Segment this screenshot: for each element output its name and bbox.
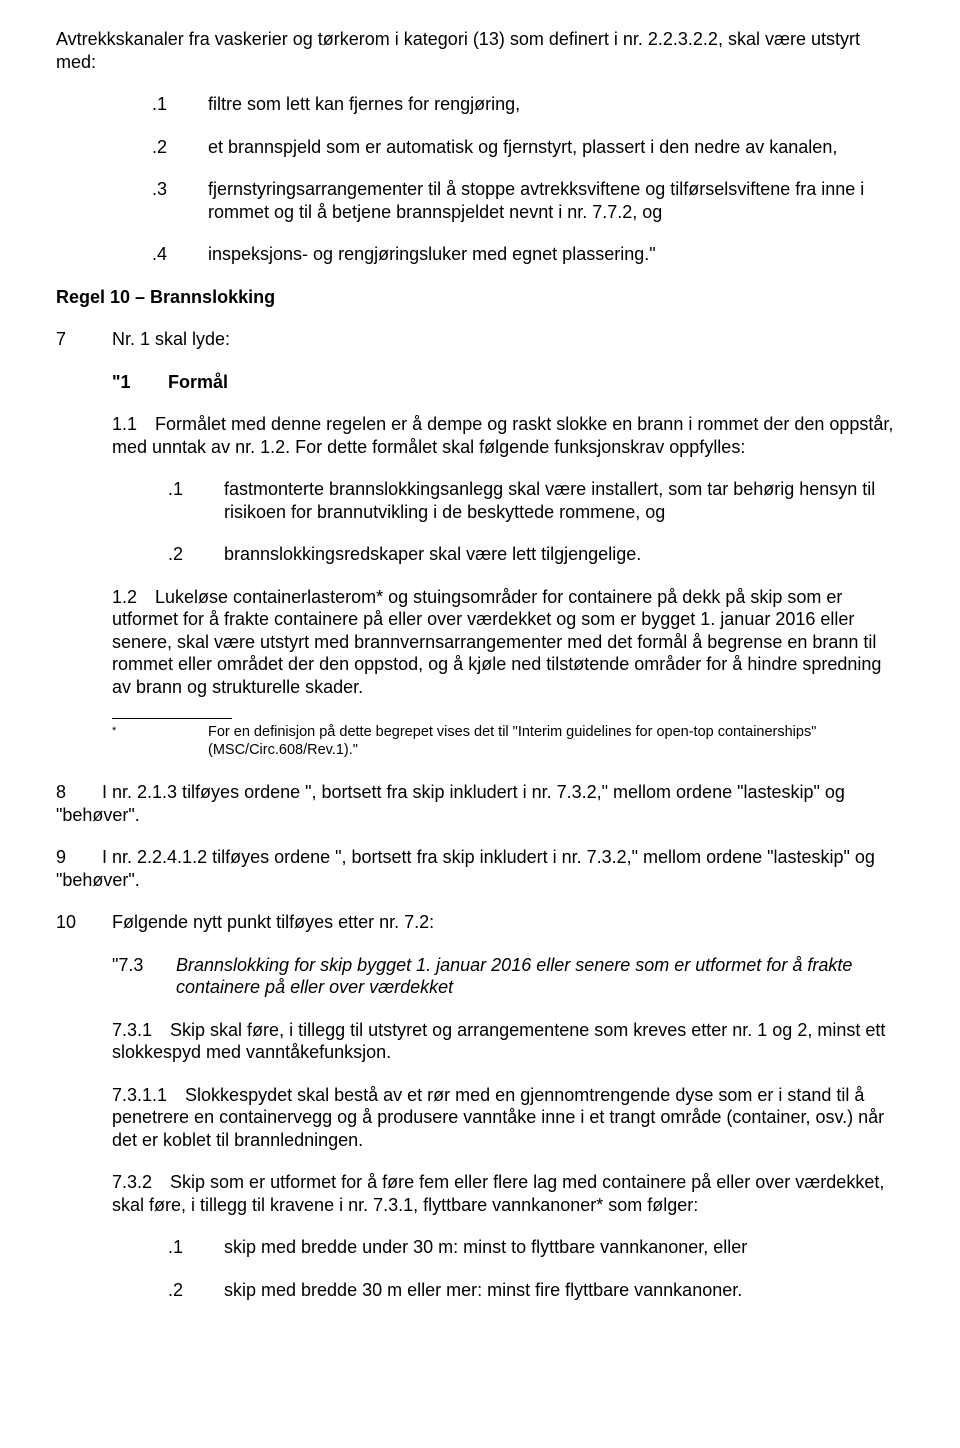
sublist-text: skip med bredde 30 m eller mer: minst fi…	[224, 1279, 904, 1302]
formal-heading: "1 Formål	[112, 371, 904, 394]
paragraph-7-3-1-1: 7.3.1.1 Slokkespydet skal bestå av et rø…	[112, 1084, 904, 1152]
paragraph-1-1: 1.1 Formålet med denne regelen er å demp…	[112, 413, 904, 458]
formal-text: Formål	[168, 371, 904, 394]
sublist-item: .1 fastmonterte brannslokkingsanlegg ska…	[112, 478, 904, 523]
para-text: Følgende nytt punkt tilføyes etter nr. 7…	[112, 911, 904, 934]
formal-number: "1	[112, 371, 168, 394]
footnote-marker: *	[112, 723, 208, 759]
para-text: Nr. 1 skal lyde:	[112, 328, 904, 351]
list-number: .2	[152, 136, 208, 159]
sublist-number: .1	[168, 478, 224, 523]
footnote-text: For en definisjon på dette begrepet vise…	[208, 723, 904, 759]
paragraph-10: 10 Følgende nytt punkt tilføyes etter nr…	[56, 911, 904, 934]
paragraph-1-2: 1.2 Lukeløse containerlasterom* og stuin…	[112, 586, 904, 699]
list-item: .3 fjernstyringsarrangementer til å stop…	[56, 178, 904, 223]
footnote-separator	[112, 718, 232, 719]
sublist-text: brannslokkingsredskaper skal være lett t…	[224, 543, 904, 566]
sublist-item: .2 skip med bredde 30 m eller mer: minst…	[112, 1279, 904, 1302]
list-number: .1	[152, 93, 208, 116]
section-number: "7.3	[112, 954, 176, 999]
sublist-number: .1	[168, 1236, 224, 1259]
paragraph-7: 7 Nr. 1 skal lyde:	[56, 328, 904, 351]
intro-paragraph: Avtrekkskanaler fra vaskerier og tørkero…	[56, 28, 904, 73]
para-number: 7	[56, 328, 112, 351]
list-item: .1 filtre som lett kan fjernes for rengj…	[56, 93, 904, 116]
paragraph-7-3-2: 7.3.2 Skip som er utformet for å føre fe…	[112, 1171, 904, 1216]
list-number: .3	[152, 178, 208, 223]
sublist-item: .2 brannslokkingsredskaper skal være let…	[112, 543, 904, 566]
section-7-3-heading: "7.3 Brannslokking for skip bygget 1. ja…	[112, 954, 904, 999]
list-text: filtre som lett kan fjernes for rengjøri…	[208, 93, 904, 116]
para-number: 10	[56, 911, 112, 934]
list-item: .4 inspeksjons- og rengjøringsluker med …	[56, 243, 904, 266]
sublist-text: skip med bredde under 30 m: minst to fly…	[224, 1236, 904, 1259]
paragraph-7-3-1: 7.3.1 Skip skal føre, i tillegg til utst…	[112, 1019, 904, 1064]
list-number: .4	[152, 243, 208, 266]
list-text: et brannspjeld som er automatisk og fjer…	[208, 136, 904, 159]
paragraph-8: 8 I nr. 2.1.3 tilføyes ordene ", bortset…	[56, 781, 904, 826]
list-item: .2 et brannspjeld som er automatisk og f…	[56, 136, 904, 159]
section-title: Brannslokking for skip bygget 1. januar …	[176, 954, 904, 999]
sublist-number: .2	[168, 543, 224, 566]
sublist-number: .2	[168, 1279, 224, 1302]
rule-heading: Regel 10 – Brannslokking	[56, 286, 904, 309]
sublist-text: fastmonterte brannslokkingsanlegg skal v…	[224, 478, 904, 523]
paragraph-9: 9 I nr. 2.2.4.1.2 tilføyes ordene ", bor…	[56, 846, 904, 891]
sublist-item: .1 skip med bredde under 30 m: minst to …	[112, 1236, 904, 1259]
list-text: inspeksjons- og rengjøringsluker med egn…	[208, 243, 904, 266]
list-text: fjernstyringsarrangementer til å stoppe …	[208, 178, 904, 223]
footnote: * For en definisjon på dette begrepet vi…	[112, 723, 904, 759]
